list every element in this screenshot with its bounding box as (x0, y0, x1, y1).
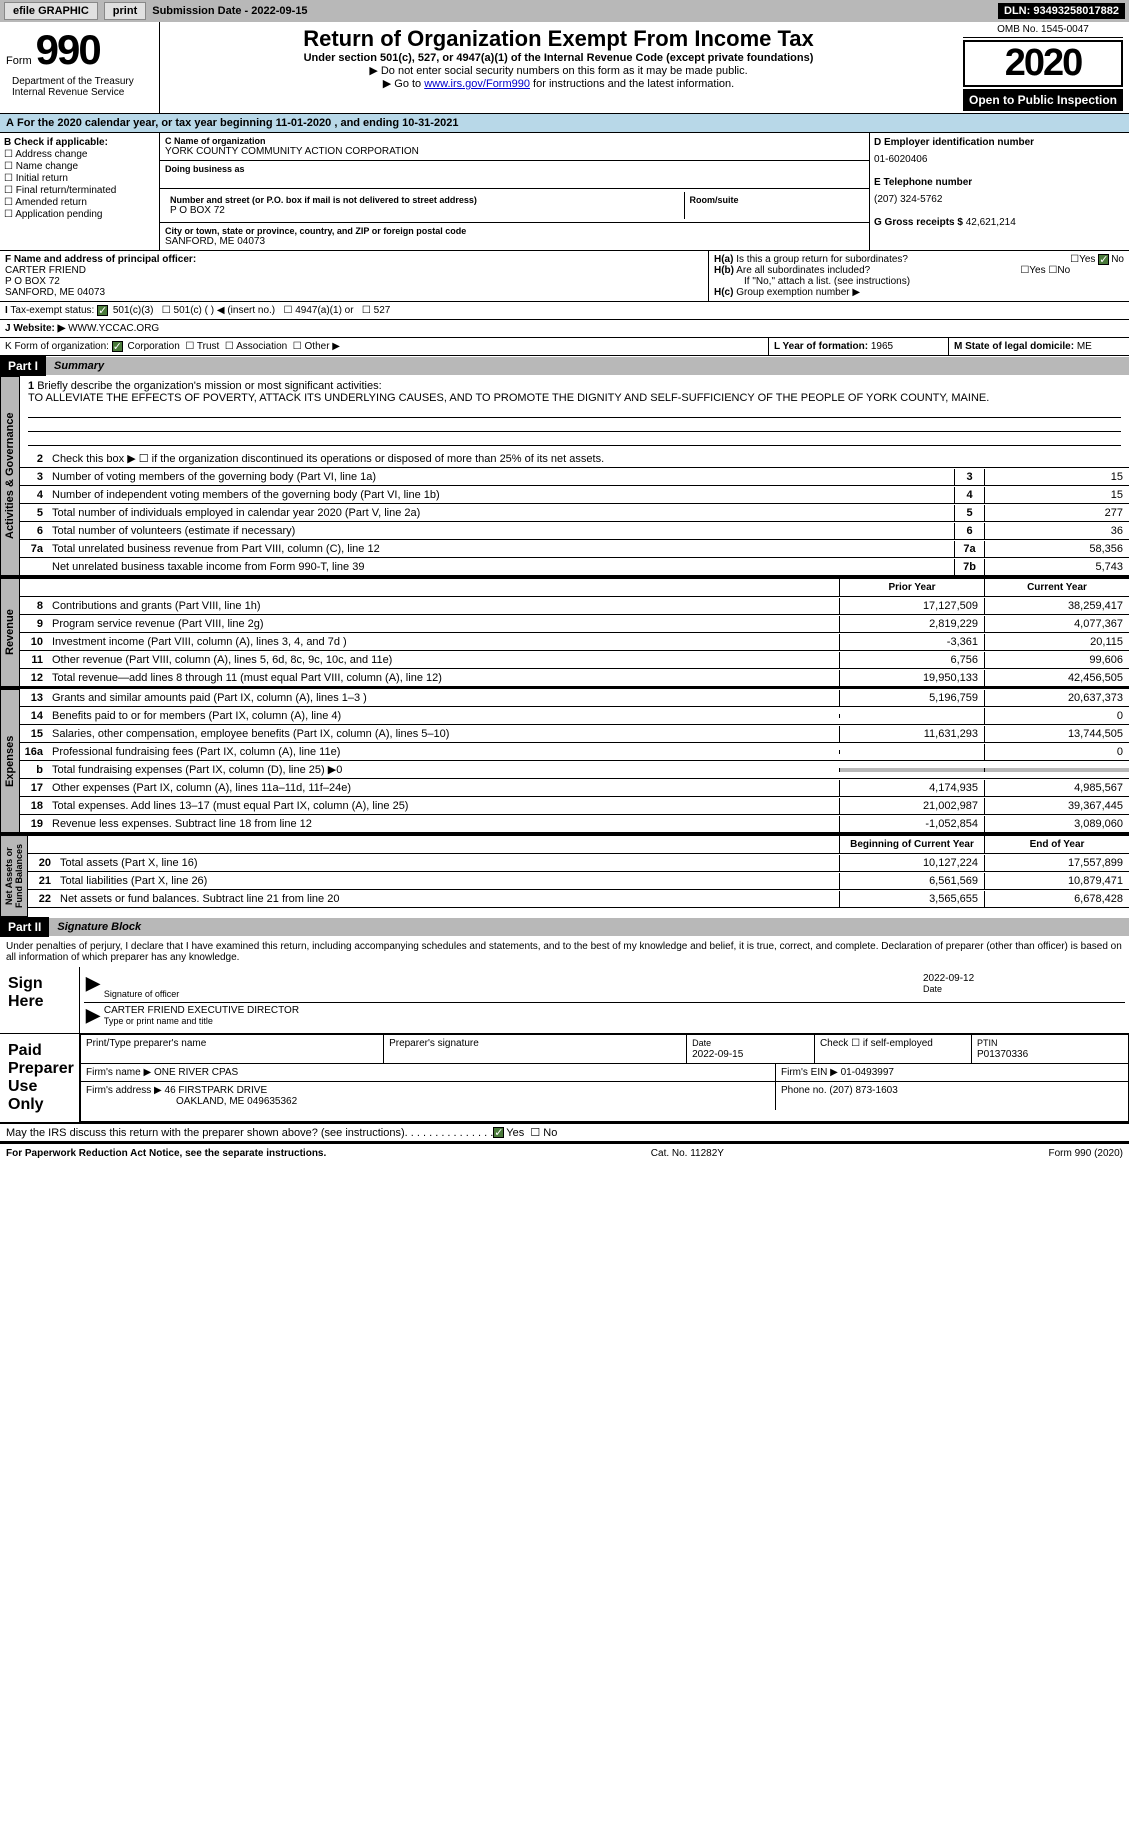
vtab-governance: Activities & Governance (0, 376, 20, 576)
mission-text: TO ALLEVIATE THE EFFECTS OF POVERTY, ATT… (28, 392, 989, 404)
tax-year: 2020 (963, 40, 1123, 87)
chk-corporation[interactable] (112, 341, 123, 352)
penalty-text: Under penalties of perjury, I declare th… (0, 937, 1129, 967)
chk-initial-return[interactable]: ☐ Initial return (4, 173, 155, 184)
prep-self-emp: Check ☐ if self-employed (815, 1035, 972, 1063)
firm-ein-label: Firm's EIN ▶ (781, 1067, 838, 1078)
irs-link[interactable]: www.irs.gov/Form990 (424, 78, 530, 90)
firm-phone-label: Phone no. (781, 1085, 829, 1096)
part1-title: Summary (46, 357, 1129, 375)
col-beginning: Beginning of Current Year (839, 836, 984, 853)
h-note: If "No," attach a list. (see instruction… (714, 276, 1124, 287)
form-ref: Form 990 (2020) (1049, 1148, 1123, 1159)
prep-date: Date2022-09-15 (687, 1035, 815, 1063)
pra-notice: For Paperwork Reduction Act Notice, see … (6, 1148, 326, 1159)
officer-name-title: CARTER FRIEND EXECUTIVE DIRECTOR (104, 1005, 299, 1016)
col-prior-year: Prior Year (839, 579, 984, 596)
telephone: (207) 324-5762 (874, 194, 1125, 205)
sig-date: 2022-09-12 (923, 973, 974, 984)
ein-label: D Employer identification number (874, 137, 1125, 148)
col-end: End of Year (984, 836, 1129, 853)
form-org-label: K Form of organization: (5, 341, 109, 352)
discuss-yes[interactable] (493, 1127, 504, 1138)
org-name: YORK COUNTY COMMUNITY ACTION CORPORATION (165, 146, 864, 157)
room-label: Room/suite (690, 195, 860, 205)
open-to-public: Open to Public Inspection (963, 89, 1123, 111)
print-button[interactable]: print (104, 2, 146, 20)
chk-pending[interactable]: ☐ Application pending (4, 209, 155, 220)
firm-addr2: OAKLAND, ME 049635362 (86, 1096, 297, 1107)
goto-link: ▶ Go to www.irs.gov/Form990 for instruct… (164, 77, 953, 90)
prep-sig-hdr: Preparer's signature (384, 1035, 687, 1063)
org-name-label: C Name of organization (165, 136, 864, 146)
org-address: P O BOX 72 (170, 205, 679, 216)
paid-preparer-label: Paid Preparer Use Only (0, 1034, 80, 1122)
vtab-revenue: Revenue (0, 578, 20, 687)
dba-label: Doing business as (165, 164, 864, 174)
h-a: H(a) Is this a group return for subordin… (714, 254, 1124, 265)
sig-officer-label: Signature of officer (104, 989, 179, 999)
h-b: H(b) Are all subordinates included? ☐Yes… (714, 265, 1124, 276)
line-a-taxyear: A For the 2020 calendar year, or tax yea… (0, 114, 1129, 133)
website: WWW.YCCAC.ORG (68, 323, 159, 334)
city-label: City or town, state or province, country… (165, 226, 864, 236)
chk-address-change[interactable]: ☐ Address change (4, 149, 155, 160)
state-domicile: M State of legal domicile: ME (954, 341, 1092, 352)
firm-addr-label: Firm's address ▶ (86, 1085, 162, 1096)
part1-header: Part I (0, 356, 46, 376)
vtab-netassets: Net Assets or Fund Balances (0, 835, 28, 917)
officer-label: F Name and address of principal officer: (5, 254, 196, 265)
h-c: H(c) Group exemption number ▶ (714, 287, 1124, 298)
vtab-expenses: Expenses (0, 689, 20, 833)
chk-501c3[interactable] (97, 305, 108, 316)
part2-title: Signature Block (49, 918, 1129, 936)
omb-number: OMB No. 1545-0047 (963, 24, 1123, 38)
prep-ptin: PTINP01370336 (972, 1035, 1128, 1063)
tax-exempt-label: Tax-exempt status: (10, 305, 94, 316)
part2-header: Part II (0, 917, 49, 937)
firm-phone: (207) 873-1603 (829, 1085, 897, 1096)
officer-addr2: SANFORD, ME 04073 (5, 287, 105, 298)
form-title: Return of Organization Exempt From Incom… (164, 26, 953, 52)
col-current-year: Current Year (984, 579, 1129, 596)
cat-no: Cat. No. 11282Y (651, 1148, 724, 1159)
firm-name-label: Firm's name ▶ (86, 1067, 151, 1078)
website-label: Website: ▶ (13, 323, 65, 334)
officer-addr1: P O BOX 72 (5, 276, 60, 287)
firm-addr: 46 FIRSTPARK DRIVE (165, 1085, 268, 1096)
chk-amended[interactable]: ☐ Amended return (4, 197, 155, 208)
sig-date-label: Date (923, 984, 942, 994)
org-city: SANFORD, ME 04073 (165, 236, 864, 247)
addr-label: Number and street (or P.O. box if mail i… (170, 195, 679, 205)
chk-final-return[interactable]: ☐ Final return/terminated (4, 185, 155, 196)
firm-name: ONE RIVER CPAS (154, 1067, 238, 1078)
firm-ein: 01-0493997 (841, 1067, 894, 1078)
submission-label: Submission Date - 2022-09-15 (152, 5, 307, 17)
dept-treasury: Department of the Treasury Internal Reve… (6, 74, 153, 100)
line2: Check this box ▶ ☐ if the organization d… (48, 450, 1129, 467)
discuss-label: May the IRS discuss this return with the… (6, 1127, 405, 1139)
name-title-label: Type or print name and title (104, 1016, 213, 1026)
year-formation: L Year of formation: 1965 (774, 341, 893, 352)
prep-name-hdr: Print/Type preparer's name (81, 1035, 384, 1063)
chk-name-change[interactable]: ☐ Name change (4, 161, 155, 172)
officer-name: CARTER FRIEND (5, 265, 86, 276)
gross-receipts: G Gross receipts $ 42,621,214 (874, 217, 1125, 228)
dln: DLN: 93493258017882 (998, 3, 1125, 19)
efile-button[interactable]: efile GRAPHIC (4, 2, 98, 20)
form-subtitle: Under section 501(c), 527, or 4947(a)(1)… (164, 52, 953, 64)
sign-here-label: Sign Here (0, 967, 80, 1033)
mission-label: Briefly describe the organization's miss… (37, 380, 381, 392)
ssn-warning: ▶ Do not enter social security numbers o… (164, 64, 953, 77)
section-b-header: B Check if applicable: (4, 137, 155, 148)
ein: 01-6020406 (874, 154, 1125, 165)
form-number: Form990 (6, 26, 153, 74)
tel-label: E Telephone number (874, 177, 1125, 188)
